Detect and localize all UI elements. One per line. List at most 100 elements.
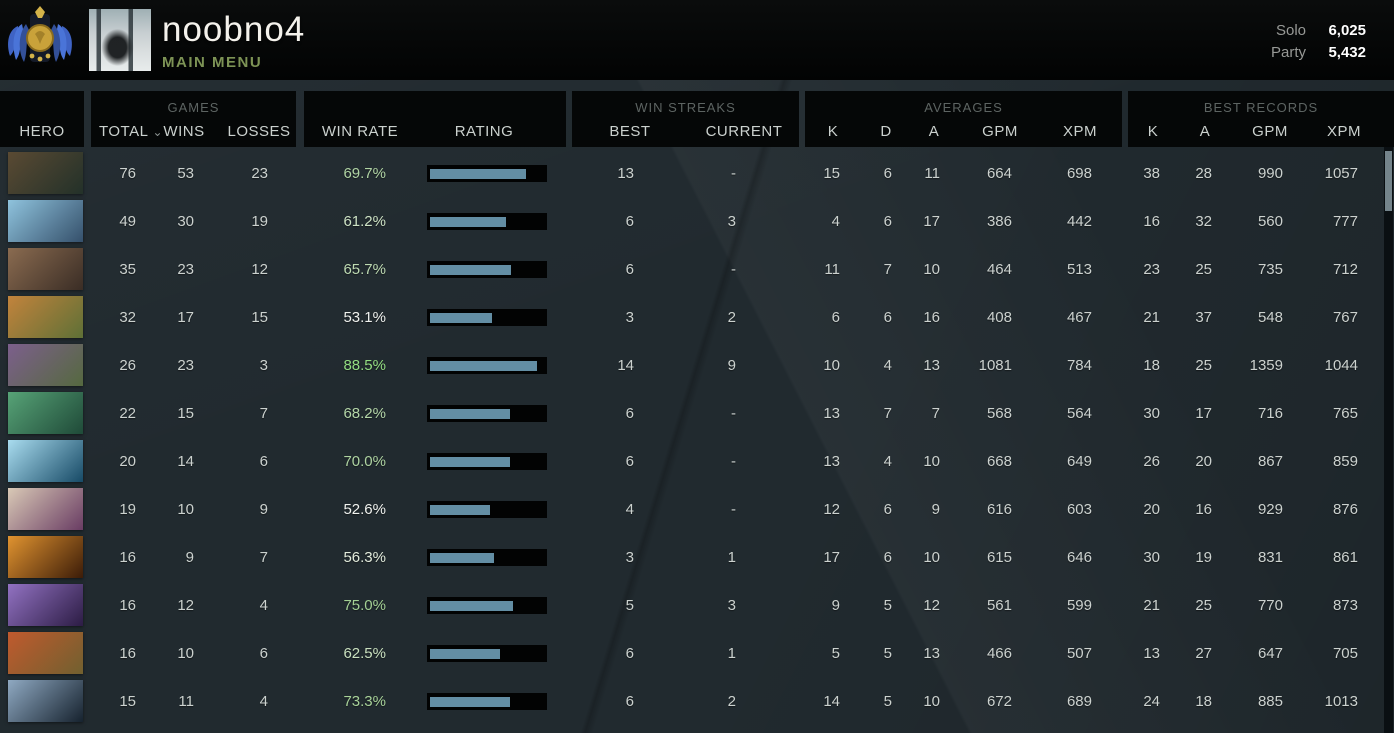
cell-avg-assists: 13	[923, 356, 940, 374]
cell-win-rate: 61.2%	[343, 212, 386, 230]
column-header-avg-gpm[interactable]: GPM	[982, 123, 1018, 140]
hero-portrait[interactable]	[8, 632, 83, 674]
cell-avg-kills: 17	[823, 548, 840, 566]
column-header-record-kills[interactable]: K	[1147, 123, 1159, 140]
hero-portrait[interactable]	[8, 248, 83, 290]
scrollbar-thumb[interactable]	[1385, 151, 1392, 211]
hero-portrait[interactable]	[8, 152, 83, 194]
hero-stats-row[interactable]: 76 53 23 69.7% 13 - 15 6 11 664 698 38 2…	[0, 149, 1394, 197]
cell-wins: 30	[177, 212, 194, 230]
cell-record-gpm: 867	[1257, 452, 1283, 470]
hero-portrait[interactable]	[8, 680, 83, 722]
cell-avg-xpm: 646	[1066, 548, 1092, 566]
cell-record-assists: 17	[1195, 404, 1212, 422]
cell-rating	[386, 164, 547, 182]
hero-portrait[interactable]	[8, 584, 83, 626]
column-header-rating[interactable]: RATING	[454, 123, 514, 140]
hero-stats-row[interactable]: 16 12 4 75.0% 5 3 9 5 12 561 599 21 25 7…	[0, 581, 1394, 629]
cell-rating	[386, 644, 547, 662]
rating-bar-fill	[430, 648, 500, 659]
cell-record-xpm: 1057	[1324, 164, 1358, 182]
hero-stats-row[interactable]: 35 23 12 65.7% 6 - 11 7 10 464 513 23 25…	[0, 245, 1394, 293]
cell-record-xpm: 777	[1332, 212, 1358, 230]
column-header-current-streak[interactable]: CURRENT	[705, 123, 783, 140]
cell-win-rate: 69.7%	[343, 164, 386, 182]
cell-rating	[386, 452, 547, 470]
cell-record-gpm: 560	[1257, 212, 1283, 230]
hero-stats-row[interactable]: 15 11 4 73.3% 6 2 14 5 10 672 689 24 18 …	[0, 677, 1394, 725]
cell-avg-assists: 10	[923, 260, 940, 278]
group-label-win-streaks: WIN STREAKS	[635, 100, 736, 115]
cell-current-streak: -	[731, 260, 736, 278]
hero-portrait[interactable]	[8, 344, 83, 386]
hero-stats-row[interactable]: 16 10 6 62.5% 6 1 5 5 13 466 507 13 27 6…	[0, 629, 1394, 677]
player-avatar[interactable]	[89, 9, 151, 71]
hero-portrait[interactable]	[8, 200, 83, 242]
cell-losses: 6	[259, 452, 268, 470]
column-header-avg-deaths[interactable]: D	[880, 123, 892, 140]
column-header-avg-assists[interactable]: A	[928, 123, 940, 140]
column-header-total[interactable]: TOTAL ⌄	[99, 123, 164, 140]
rating-bar-fill	[430, 168, 526, 179]
column-header-best-streak[interactable]: BEST	[609, 123, 651, 140]
cell-avg-deaths: 7	[883, 404, 892, 422]
cell-record-assists: 27	[1195, 644, 1212, 662]
cell-best-streak: 6	[625, 692, 634, 710]
cell-total-games: 16	[119, 644, 136, 662]
cell-current-streak: -	[731, 452, 736, 470]
column-header-avg-xpm[interactable]: XPM	[1062, 123, 1098, 140]
cell-avg-xpm: 784	[1066, 356, 1092, 374]
cell-avg-kills: 6	[831, 308, 840, 326]
column-header-record-assists[interactable]: A	[1199, 123, 1211, 140]
hero-stats-row[interactable]: 19 10 9 52.6% 4 - 12 6 9 616 603 20 16 9…	[0, 485, 1394, 533]
cell-avg-kills: 12	[823, 500, 840, 518]
cell-avg-deaths: 5	[883, 644, 892, 662]
rating-bar-fill	[430, 360, 538, 371]
hero-stats-row[interactable]: 49 30 19 61.2% 6 3 4 6 17 386 442 16 32 …	[0, 197, 1394, 245]
hero-stats-row[interactable]: 22 15 7 68.2% 6 - 13 7 7 568 564 30 17 7…	[0, 389, 1394, 437]
hero-portrait[interactable]	[8, 488, 83, 530]
rating-bar	[427, 644, 547, 662]
cell-avg-deaths: 5	[883, 692, 892, 710]
solo-mmr-label: Solo	[1275, 22, 1306, 39]
cell-record-xpm: 876	[1332, 500, 1358, 518]
hero-portrait[interactable]	[8, 536, 83, 578]
cell-avg-kills: 13	[823, 452, 840, 470]
cell-current-streak: -	[731, 500, 736, 518]
cell-rating	[386, 308, 547, 326]
hero-stats-row[interactable]: 20 14 6 70.0% 6 - 13 4 10 668 649 26 20 …	[0, 437, 1394, 485]
column-header-record-xpm[interactable]: XPM	[1326, 123, 1362, 140]
cell-best-streak: 6	[625, 452, 634, 470]
hero-portrait[interactable]	[8, 392, 83, 434]
hero-portrait[interactable]	[8, 440, 83, 482]
rating-bar	[427, 164, 547, 182]
cell-best-streak: 13	[617, 164, 634, 182]
hero-portrait[interactable]	[8, 296, 83, 338]
cell-wins: 23	[177, 260, 194, 278]
scrollbar-track[interactable]	[1384, 147, 1393, 733]
hero-stats-row[interactable]: 26 23 3 88.5% 14 9 10 4 13 1081 784 18 2…	[0, 341, 1394, 389]
cell-total-games: 35	[119, 260, 136, 278]
rating-bar	[427, 692, 547, 710]
cell-record-assists: 25	[1195, 596, 1212, 614]
hero-stats-row[interactable]: 32 17 15 53.1% 3 2 6 6 16 408 467 21 37 …	[0, 293, 1394, 341]
cell-avg-assists: 13	[923, 644, 940, 662]
cell-record-kills: 24	[1143, 692, 1160, 710]
column-header-avg-kills[interactable]: K	[827, 123, 839, 140]
cell-avg-kills: 14	[823, 692, 840, 710]
cell-rating	[386, 356, 547, 374]
column-header-losses[interactable]: LOSSES	[227, 123, 291, 140]
cell-current-streak: 3	[727, 212, 736, 230]
column-header-record-gpm[interactable]: GPM	[1252, 123, 1288, 140]
cell-avg-deaths: 7	[883, 260, 892, 278]
cell-avg-xpm: 603	[1066, 500, 1092, 518]
hero-stats-row[interactable]: 16 9 7 56.3% 3 1 17 6 10 615 646 30 19 8…	[0, 533, 1394, 581]
cell-record-gpm: 770	[1257, 596, 1283, 614]
cell-rating	[386, 596, 547, 614]
cell-wins: 9	[185, 548, 194, 566]
column-header-win-rate[interactable]: WIN RATE	[321, 123, 399, 140]
cell-losses: 12	[251, 260, 268, 278]
cell-avg-assists: 17	[923, 212, 940, 230]
header-box-win-streaks: WIN STREAKS BEST CURRENT	[572, 91, 799, 147]
column-header-wins[interactable]: WINS	[163, 123, 205, 140]
